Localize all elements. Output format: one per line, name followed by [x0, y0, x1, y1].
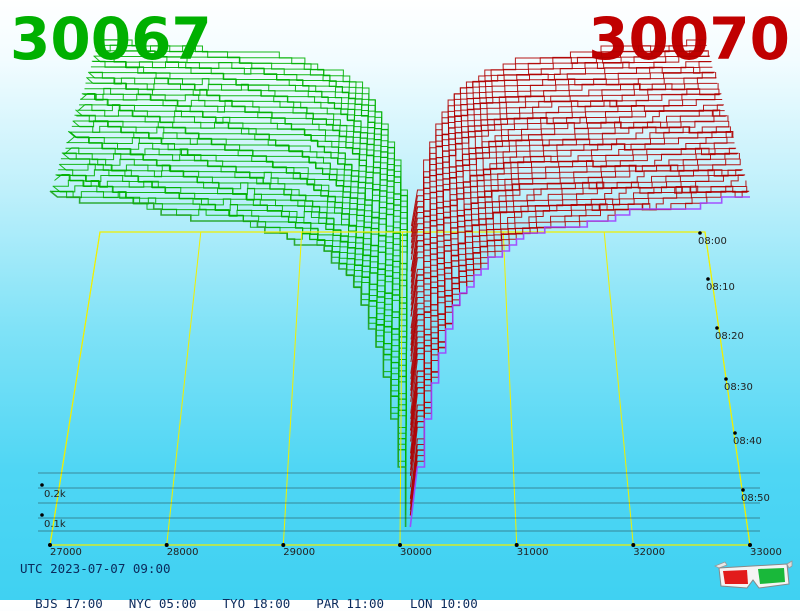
ask-depth-line [410, 126, 731, 391]
ask-depth-line [410, 110, 725, 351]
bid-depth-line [58, 163, 407, 471]
time-tick-label: 08:30 [724, 382, 753, 393]
ask-depth-line [410, 66, 713, 272]
time-tick-label: 08:00 [698, 236, 727, 247]
ask-depth-line [409, 174, 746, 499]
3d-glasses-icon[interactable] [713, 558, 793, 592]
timezone-par: PAR 11:00 [316, 596, 384, 611]
ask-depth-line [410, 147, 737, 431]
ask-depth-line [410, 169, 741, 465]
bid-depth-line [65, 147, 407, 431]
utc-time: UTC 2023-07-07 09:00 [20, 561, 171, 576]
bid-depth-line [80, 93, 408, 340]
time-tick-marker [715, 326, 719, 330]
bid-depth-line [96, 50, 408, 243]
price-tick-marker [631, 543, 636, 547]
timezone-bar: BJS 17:00 NYC 05:00 TYO 18:00 PAR 11:00 LON … [20, 581, 504, 611]
ask-depth-line [409, 180, 747, 499]
price-gridline [282, 231, 303, 546]
time-tick-label: 08:20 [715, 331, 744, 342]
timezone-nyc: NYC 05:00 [128, 596, 197, 611]
ask-depth-line [409, 169, 743, 476]
price-tick-label: 33000 [750, 547, 782, 558]
price-tick-marker [164, 543, 169, 547]
bid-depth-line [68, 131, 407, 414]
bid-depth-line [77, 104, 408, 351]
price-tick-marker [48, 543, 52, 547]
price-tick-marker [281, 543, 286, 547]
time-tick-label: 08:40 [733, 436, 762, 447]
price-gridline [399, 231, 403, 546]
time-tick-label: 08:10 [706, 282, 735, 293]
time-tick-marker [733, 431, 737, 435]
depth-chart-back-layer [49, 39, 408, 527]
bid-depth-line [79, 104, 408, 351]
ask-depth-line [409, 191, 748, 510]
volume-tick-marker [40, 513, 44, 517]
ask-depth-line [409, 196, 750, 528]
price-gridline [502, 231, 518, 546]
ask-depth-line [410, 83, 719, 312]
price-tick-label: 27000 [50, 547, 82, 558]
bid-depth-line [49, 190, 407, 527]
timezone-bjs: BJS 17:00 [35, 596, 103, 611]
price-gridline [49, 231, 101, 546]
bid-depth-line [92, 61, 408, 272]
bid-depth-line [54, 174, 407, 499]
volume-tick-marker [40, 483, 44, 487]
timezone-lon: LON 10:00 [410, 596, 478, 611]
bid-depth-line [87, 71, 408, 295]
bid-depth-line [53, 179, 407, 505]
ask-depth-line [410, 50, 709, 243]
bid-depth-line [99, 39, 408, 232]
price-tick-label: 28000 [167, 547, 199, 558]
time-tick-marker [706, 277, 710, 281]
depth-chart-front-layer [409, 39, 750, 528]
bid-depth-line [93, 55, 408, 260]
bid-depth-line [66, 136, 407, 425]
bid-depth-line [86, 77, 408, 306]
price-tick-label: 29000 [283, 547, 315, 558]
bid-depth-line [80, 98, 408, 346]
bid-depth-line [74, 114, 407, 380]
price-gridline [704, 231, 751, 546]
bid-depth-line [64, 147, 407, 436]
ask-depth-line [410, 93, 720, 317]
volume-tick-label: 0.2k [44, 489, 66, 500]
price-tick-label: 30000 [400, 547, 432, 558]
bid-depth-line [67, 130, 407, 420]
depth-chart-labels: 0.1k 0.2k 27000 28000 29000 30000 31000 32000 33… [40, 231, 782, 558]
volume-tick-label: 0.1k [44, 519, 66, 530]
bid-depth-line [52, 185, 407, 510]
price-gridline [166, 231, 202, 546]
time-tick-marker [741, 488, 745, 492]
ask-depth-line [409, 175, 744, 476]
price-tick-marker [398, 543, 402, 547]
price-tick-marker [748, 543, 752, 547]
price-tick-label: 32000 [633, 547, 665, 558]
bid-depth-line [71, 125, 407, 391]
bid-depth-line [81, 93, 408, 334]
price-gridline [603, 231, 634, 546]
time-tick-marker [724, 377, 728, 381]
bid-depth-line [77, 109, 408, 357]
bid-depth-line [50, 190, 407, 516]
price-tick-label: 31000 [517, 547, 549, 558]
time-tick-label: 08:50 [741, 493, 770, 504]
ask-depth-line [409, 185, 748, 505]
ask-depth-line [410, 148, 736, 431]
bid-depth-line [73, 120, 408, 386]
time-tick-marker [698, 231, 702, 235]
price-tick-marker [514, 543, 519, 547]
timezone-tyo: TYO 18:00 [222, 596, 291, 611]
bid-depth-line [56, 174, 407, 494]
bid-depth-line [62, 152, 407, 454]
bid-depth-line [51, 191, 407, 510]
bid-depth-line [55, 174, 407, 499]
